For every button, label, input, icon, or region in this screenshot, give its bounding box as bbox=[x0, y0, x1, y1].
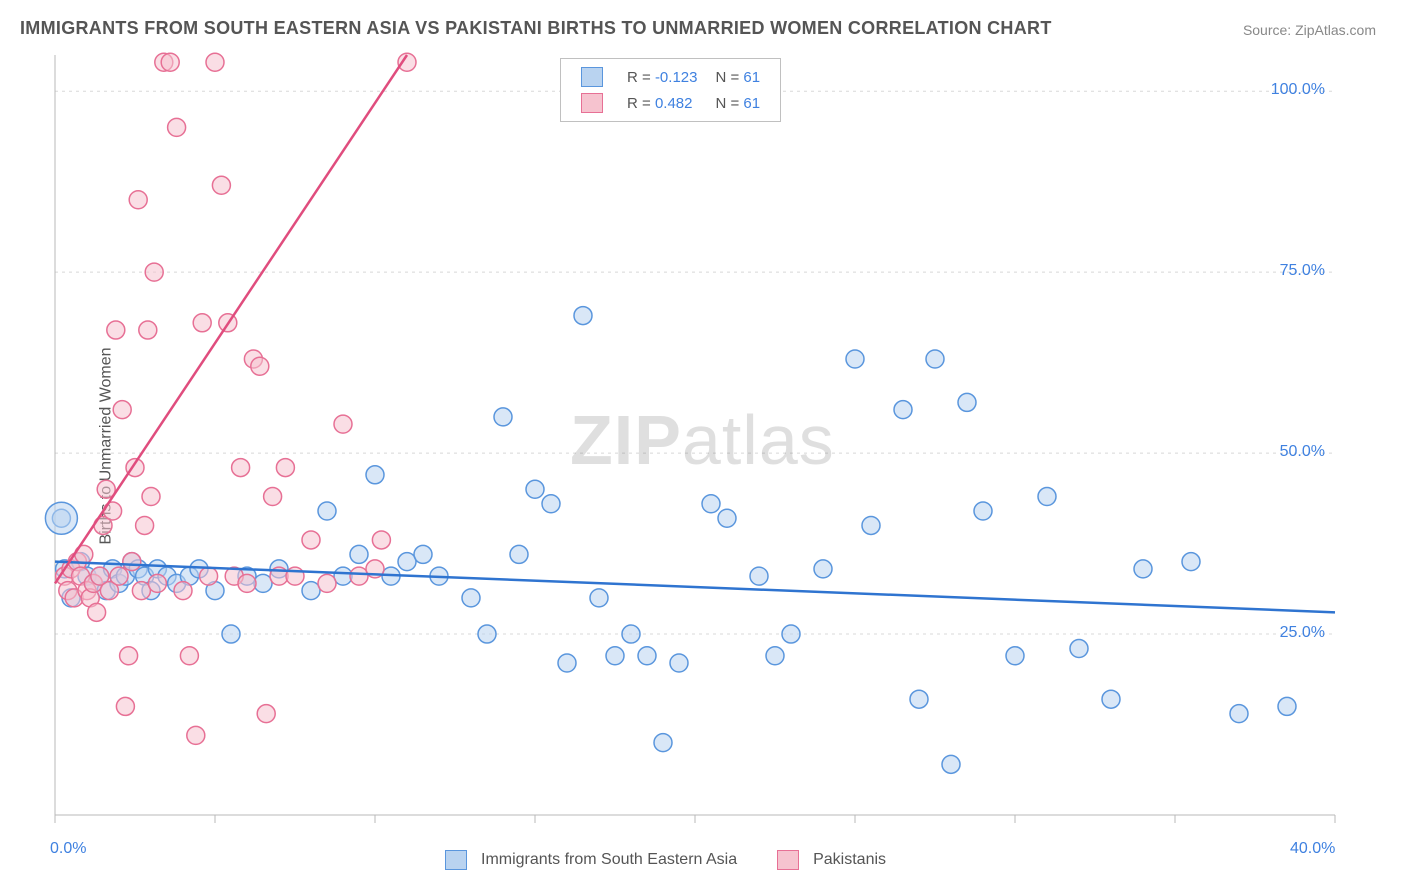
r-value-pakistanis: 0.482 bbox=[655, 95, 693, 112]
legend-swatch-pakistanis bbox=[777, 850, 799, 870]
correlation-legend: R = -0.123 N = 61 R = 0.482 N = 61 bbox=[560, 58, 781, 122]
chart-svg bbox=[0, 0, 1406, 892]
y-tick-label: 50.0% bbox=[1280, 443, 1325, 461]
n-label: N = bbox=[715, 95, 739, 112]
n-value-pakistanis: 61 bbox=[743, 95, 760, 112]
r-value-se-asia: -0.123 bbox=[655, 69, 698, 86]
x-axis-min-label: 0.0% bbox=[50, 840, 86, 858]
y-tick-label: 100.0% bbox=[1271, 81, 1325, 99]
legend-row-pakistanis: R = 0.482 N = 61 bbox=[573, 91, 768, 115]
series-legend: Immigrants from South Eastern Asia Pakis… bbox=[445, 850, 886, 870]
legend-swatch-se-asia bbox=[581, 67, 603, 87]
legend-swatch-pakistanis bbox=[581, 93, 603, 113]
x-axis-max-label: 40.0% bbox=[1290, 840, 1335, 858]
legend-item-se-asia: Immigrants from South Eastern Asia bbox=[445, 850, 737, 870]
chart-container: IMMIGRANTS FROM SOUTH EASTERN ASIA VS PA… bbox=[0, 0, 1406, 892]
y-tick-label: 25.0% bbox=[1280, 624, 1325, 642]
r-label: R = bbox=[627, 95, 651, 112]
r-label: R = bbox=[627, 69, 651, 86]
legend-label-pakistanis: Pakistanis bbox=[813, 851, 886, 869]
n-label: N = bbox=[715, 69, 739, 86]
legend-label-se-asia: Immigrants from South Eastern Asia bbox=[481, 851, 737, 869]
legend-item-pakistanis: Pakistanis bbox=[777, 850, 886, 870]
legend-swatch-se-asia bbox=[445, 850, 467, 870]
n-value-se-asia: 61 bbox=[743, 69, 760, 86]
legend-row-se-asia: R = -0.123 N = 61 bbox=[573, 65, 768, 89]
y-tick-label: 75.0% bbox=[1280, 262, 1325, 280]
